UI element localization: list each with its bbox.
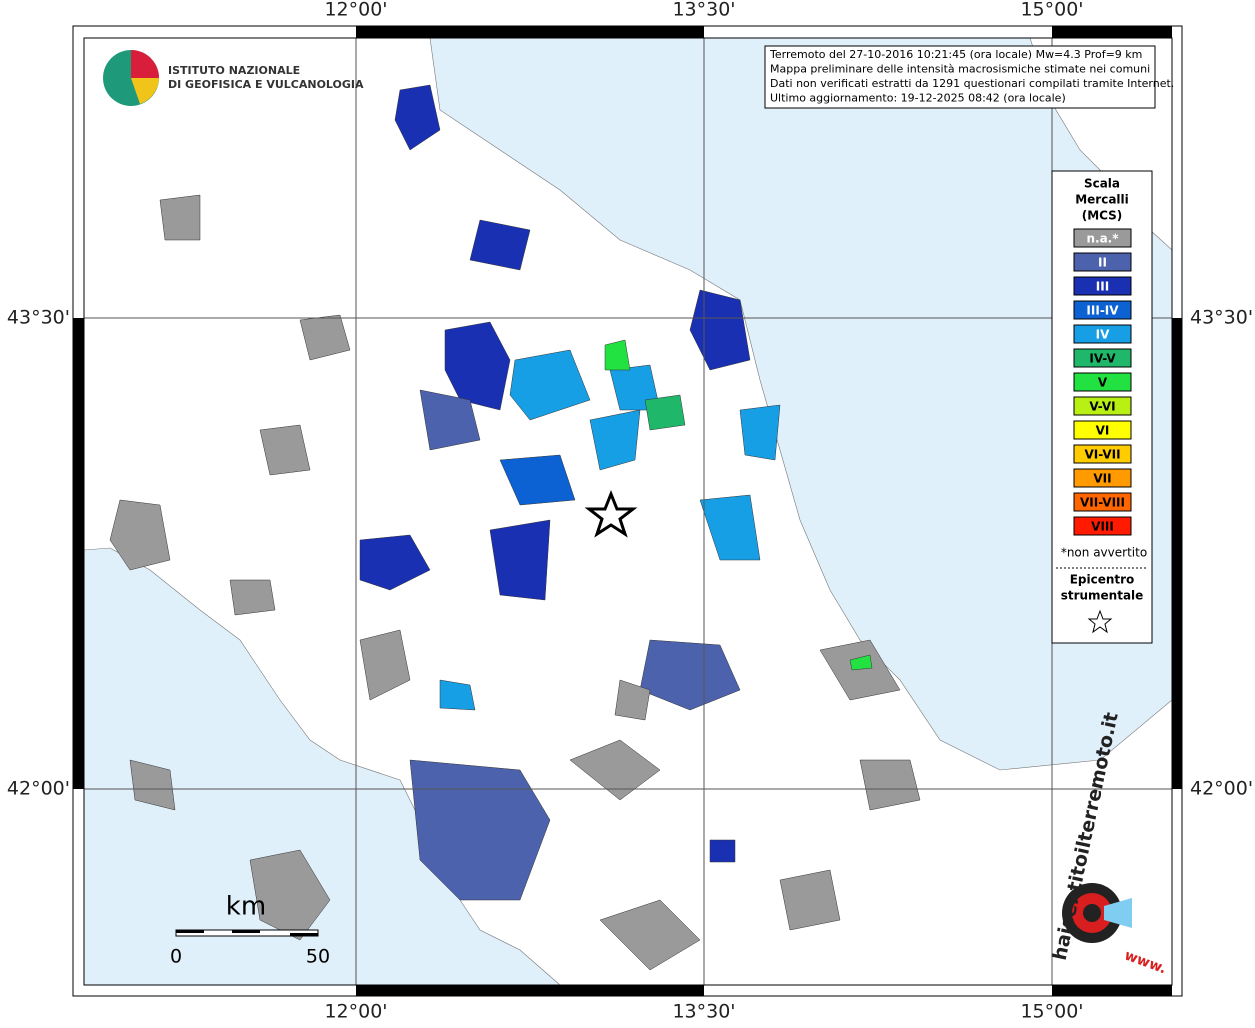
municipalities [109,84,921,971]
legend-swatch [1073,252,1132,272]
lat-label: 43°30' [7,307,70,329]
legend-label: IV [1096,328,1110,342]
logo-text: DI GEOFISICA E VULCANOLOGIA [168,78,364,91]
legend-label: VII [1093,472,1111,486]
axis-labels: 12°00' 13°30' 15°00' 12°00' 13°30' 15°00' 43°3… [7,0,1253,1023]
legend-label: VI [1096,424,1110,438]
legend-label: III-IV [1086,304,1119,318]
map-border [83,37,1173,986]
legend-swatch [1073,492,1132,512]
legend: ScalaMercalli(MCS)n.a.*IIIIIIII-IVIVIV-V… [1061,177,1147,603]
border [73,26,1182,996]
legend-label: II [1098,256,1107,270]
lon-label: 12°00' [324,1001,387,1023]
legend-swatch [1073,276,1132,296]
lon-label: 13°30' [672,0,735,21]
legend-label: VII-VIII [1080,496,1125,510]
info-box [764,45,1156,109]
epicentre-star [584,489,638,538]
lat-label: 43°30' [1190,307,1253,329]
legend-label: n.a.* [1086,232,1119,246]
info-line: Dati non verificati estratti da 1291 que… [770,77,1174,90]
legend-swatch [1073,300,1132,320]
legend-swatch [1073,444,1132,464]
legend-swatch [1073,372,1132,392]
lon-label: 15°00' [1020,0,1083,21]
logo-text: ISTITUTO NAZIONALE [168,64,300,77]
legend-swatch [1073,468,1132,488]
legend-label: III [1096,280,1109,294]
legend-epicentre: Epicentro [1070,573,1135,587]
legend-swatch [1073,324,1132,344]
info-line: Terremoto del 27-10-2016 10:21:45 (ora l… [769,48,1142,61]
legend-swatch [1073,348,1132,368]
legend-swatch [1073,420,1132,440]
legend-title: Scala [1084,177,1120,191]
legend-label: VIII [1091,520,1114,534]
legend-label: V [1098,376,1108,390]
scale-label: 0 [170,946,182,968]
scale-bar: km 0 50 [170,892,330,968]
lat-label: 42°00' [7,778,70,800]
lat-label: 42°00' [1190,778,1253,800]
lon-label: 15°00' [1020,1001,1083,1023]
info-line: Ultimo aggiornamento: 19-12-2025 08:42 (… [770,92,1066,105]
legend-note: *non avvertito [1061,546,1147,560]
legend-title: Mercalli [1075,193,1129,207]
adriatic-sea [429,37,1173,771]
info-line: Mappa preliminare delle intensità macros… [770,63,1150,76]
scale-unit: km [226,892,266,922]
scale-label: 50 [306,946,330,968]
legend-label: IV-V [1089,352,1116,366]
legend-swatch [1073,516,1132,536]
legend-swatch [1073,396,1132,416]
lon-label: 13°30' [672,1001,735,1023]
lon-label: 12°00' [324,0,387,21]
legend-epicentre: strumentale [1061,589,1144,603]
logo: ISTITUTO NAZIONALE DI GEOFISICA E VULCAN… [103,50,364,106]
legend-star [1087,609,1113,634]
legend-swatch [1073,228,1132,248]
legend-title: (MCS) [1082,209,1123,223]
legend-label: V-VI [1089,400,1115,414]
legend-label: VI-VII [1084,448,1120,462]
info-text: Terremoto del 27-10-2016 10:21:45 (ora l… [769,48,1174,105]
